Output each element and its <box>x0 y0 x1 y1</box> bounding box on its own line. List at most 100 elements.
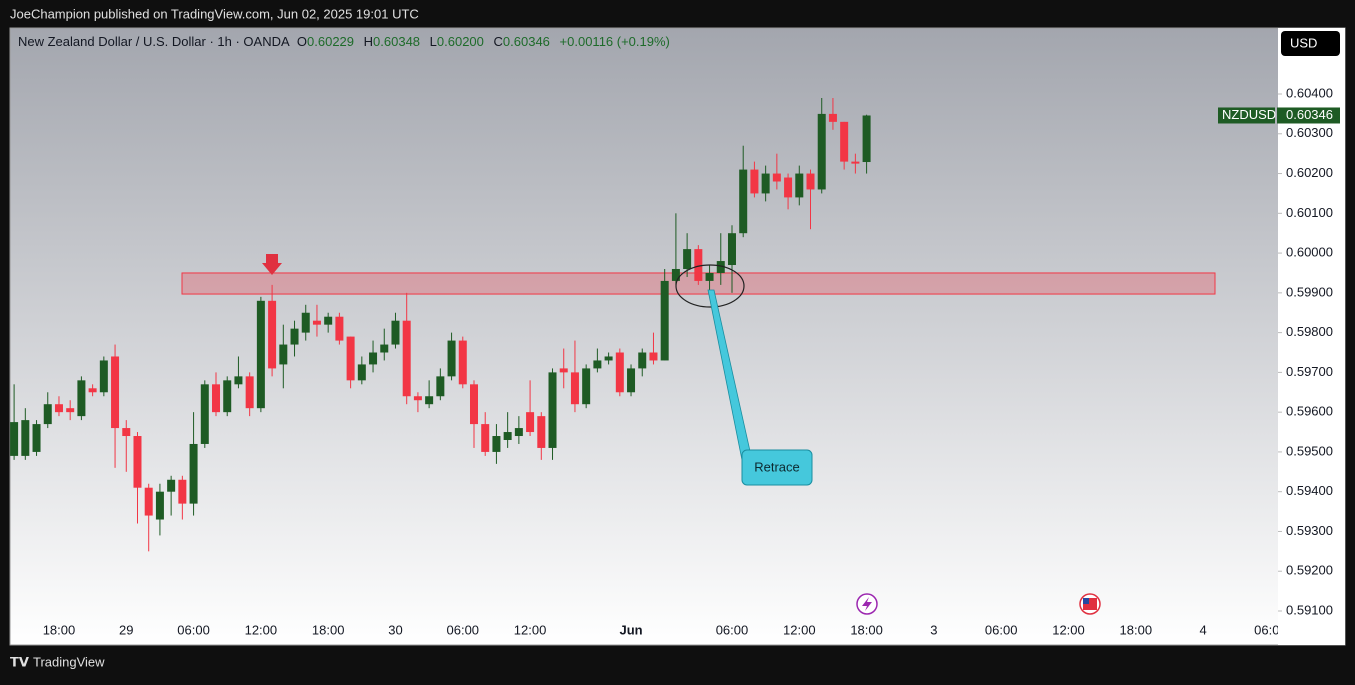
flag-icon-canton <box>1083 598 1089 604</box>
y-tick-label: 0.60400 <box>1286 85 1333 100</box>
candle-body <box>324 316 333 325</box>
candle-body <box>716 261 725 273</box>
candle-body <box>167 479 176 492</box>
currency-label[interactable]: USD <box>1290 35 1317 50</box>
candle-body <box>559 368 568 373</box>
candle-body <box>649 352 658 361</box>
y-tick-label: 0.60300 <box>1286 125 1333 140</box>
ohlc-value: 0.60229 <box>307 34 355 49</box>
candle-body <box>593 360 602 369</box>
candle-body <box>615 352 624 393</box>
candle-body <box>683 249 692 269</box>
candle-body <box>54 404 63 413</box>
candle-body <box>447 340 456 377</box>
x-tick-label: 06:00 <box>985 622 1018 637</box>
candle-body <box>548 372 557 448</box>
x-tick-label: 18:00 <box>1120 622 1153 637</box>
candle-body <box>570 372 579 405</box>
ohlc-value: 0.60346 <box>502 34 550 49</box>
candle-body <box>705 272 714 281</box>
candle-body <box>840 121 849 162</box>
candle-body <box>862 115 871 163</box>
y-tick-label: 0.60100 <box>1286 205 1333 220</box>
candle-body <box>526 412 535 433</box>
candle-body <box>660 280 669 361</box>
x-tick-label: Jun <box>619 622 642 637</box>
candle-body <box>234 376 243 385</box>
candle-body <box>481 424 490 452</box>
candle-body <box>357 364 366 381</box>
y-tick-label: 0.59200 <box>1286 563 1333 578</box>
candle-body <box>469 384 478 425</box>
x-tick-label: 06:00 <box>177 622 210 637</box>
candle-body <box>851 161 860 164</box>
x-tick-label: 12:00 <box>514 622 547 637</box>
candle-body <box>32 424 41 452</box>
symbol-name: New Zealand Dollar / U.S. Dollar · 1h · … <box>18 34 290 49</box>
x-tick-label: 18:00 <box>43 622 76 637</box>
candle-body <box>200 384 209 444</box>
candle-body <box>458 340 467 385</box>
candle-body <box>806 173 815 190</box>
candle-body <box>750 169 759 194</box>
x-tick-label: 30 <box>388 622 402 637</box>
event-icon-bolt <box>862 597 872 611</box>
candle-body <box>436 376 445 397</box>
y-tick-label: 0.60000 <box>1286 245 1333 260</box>
candle-body <box>301 312 310 333</box>
candle-body <box>425 396 434 405</box>
x-tick-label: 3 <box>930 622 937 637</box>
candle-body <box>99 360 108 393</box>
symbol-badge-label: NZDUSD <box>1222 107 1276 122</box>
candle-body <box>10 422 19 456</box>
candle-body <box>245 376 254 409</box>
x-tick-label: 06:00 <box>716 622 749 637</box>
change: +0.00116 (+0.19%) <box>559 34 670 49</box>
y-tick-label: 0.59500 <box>1286 443 1333 458</box>
candle-body <box>155 491 164 520</box>
currency-button[interactable] <box>1281 31 1340 56</box>
candle-body <box>582 368 591 405</box>
y-tick-label: 0.59700 <box>1286 364 1333 379</box>
candle-body <box>66 408 75 413</box>
ohlc-key: C <box>493 34 503 49</box>
y-tick-label: 0.59600 <box>1286 404 1333 419</box>
candle-body <box>402 320 411 397</box>
ohlc-key: L <box>429 34 437 49</box>
candle-body <box>413 396 422 401</box>
ohlc-value: 0.60200 <box>436 34 484 49</box>
arrow-marker <box>266 254 278 263</box>
price-badge-label: 0.60346 <box>1286 107 1333 122</box>
y-tick-label: 0.59100 <box>1286 602 1333 617</box>
symbol-header: New Zealand Dollar / U.S. Dollar · 1h · … <box>18 34 676 49</box>
candle-body <box>604 356 613 361</box>
candle-body <box>671 268 680 281</box>
y-tick-label: 0.59400 <box>1286 483 1333 498</box>
candle-body <box>77 380 86 417</box>
x-tick-label: 12:00 <box>1052 622 1085 637</box>
x-tick-label: 12:00 <box>245 622 278 637</box>
y-tick-label: 0.59900 <box>1286 284 1333 299</box>
candle-body <box>122 428 131 437</box>
candle-body <box>111 356 120 429</box>
y-tick-label: 0.59300 <box>1286 523 1333 538</box>
candle-body <box>43 404 52 425</box>
x-tick-label: 06:00 <box>1254 622 1287 637</box>
candle-body <box>761 173 770 194</box>
candle-body <box>492 436 501 452</box>
candle-body <box>537 416 546 448</box>
candle-body <box>212 384 221 413</box>
candle-body <box>312 320 321 325</box>
attribution: JoeChampion published on TradingView.com… <box>10 6 419 21</box>
y-tick-label: 0.59800 <box>1286 324 1333 339</box>
candle-body <box>772 173 781 182</box>
footer-logo: 𝗧𝗩 <box>10 654 29 669</box>
footer-brand: TradingView <box>33 654 105 669</box>
candle-body <box>279 344 288 365</box>
candle-body <box>144 487 153 516</box>
candle-body <box>369 352 378 365</box>
candle-body <box>391 320 400 345</box>
candle-body <box>223 380 232 413</box>
